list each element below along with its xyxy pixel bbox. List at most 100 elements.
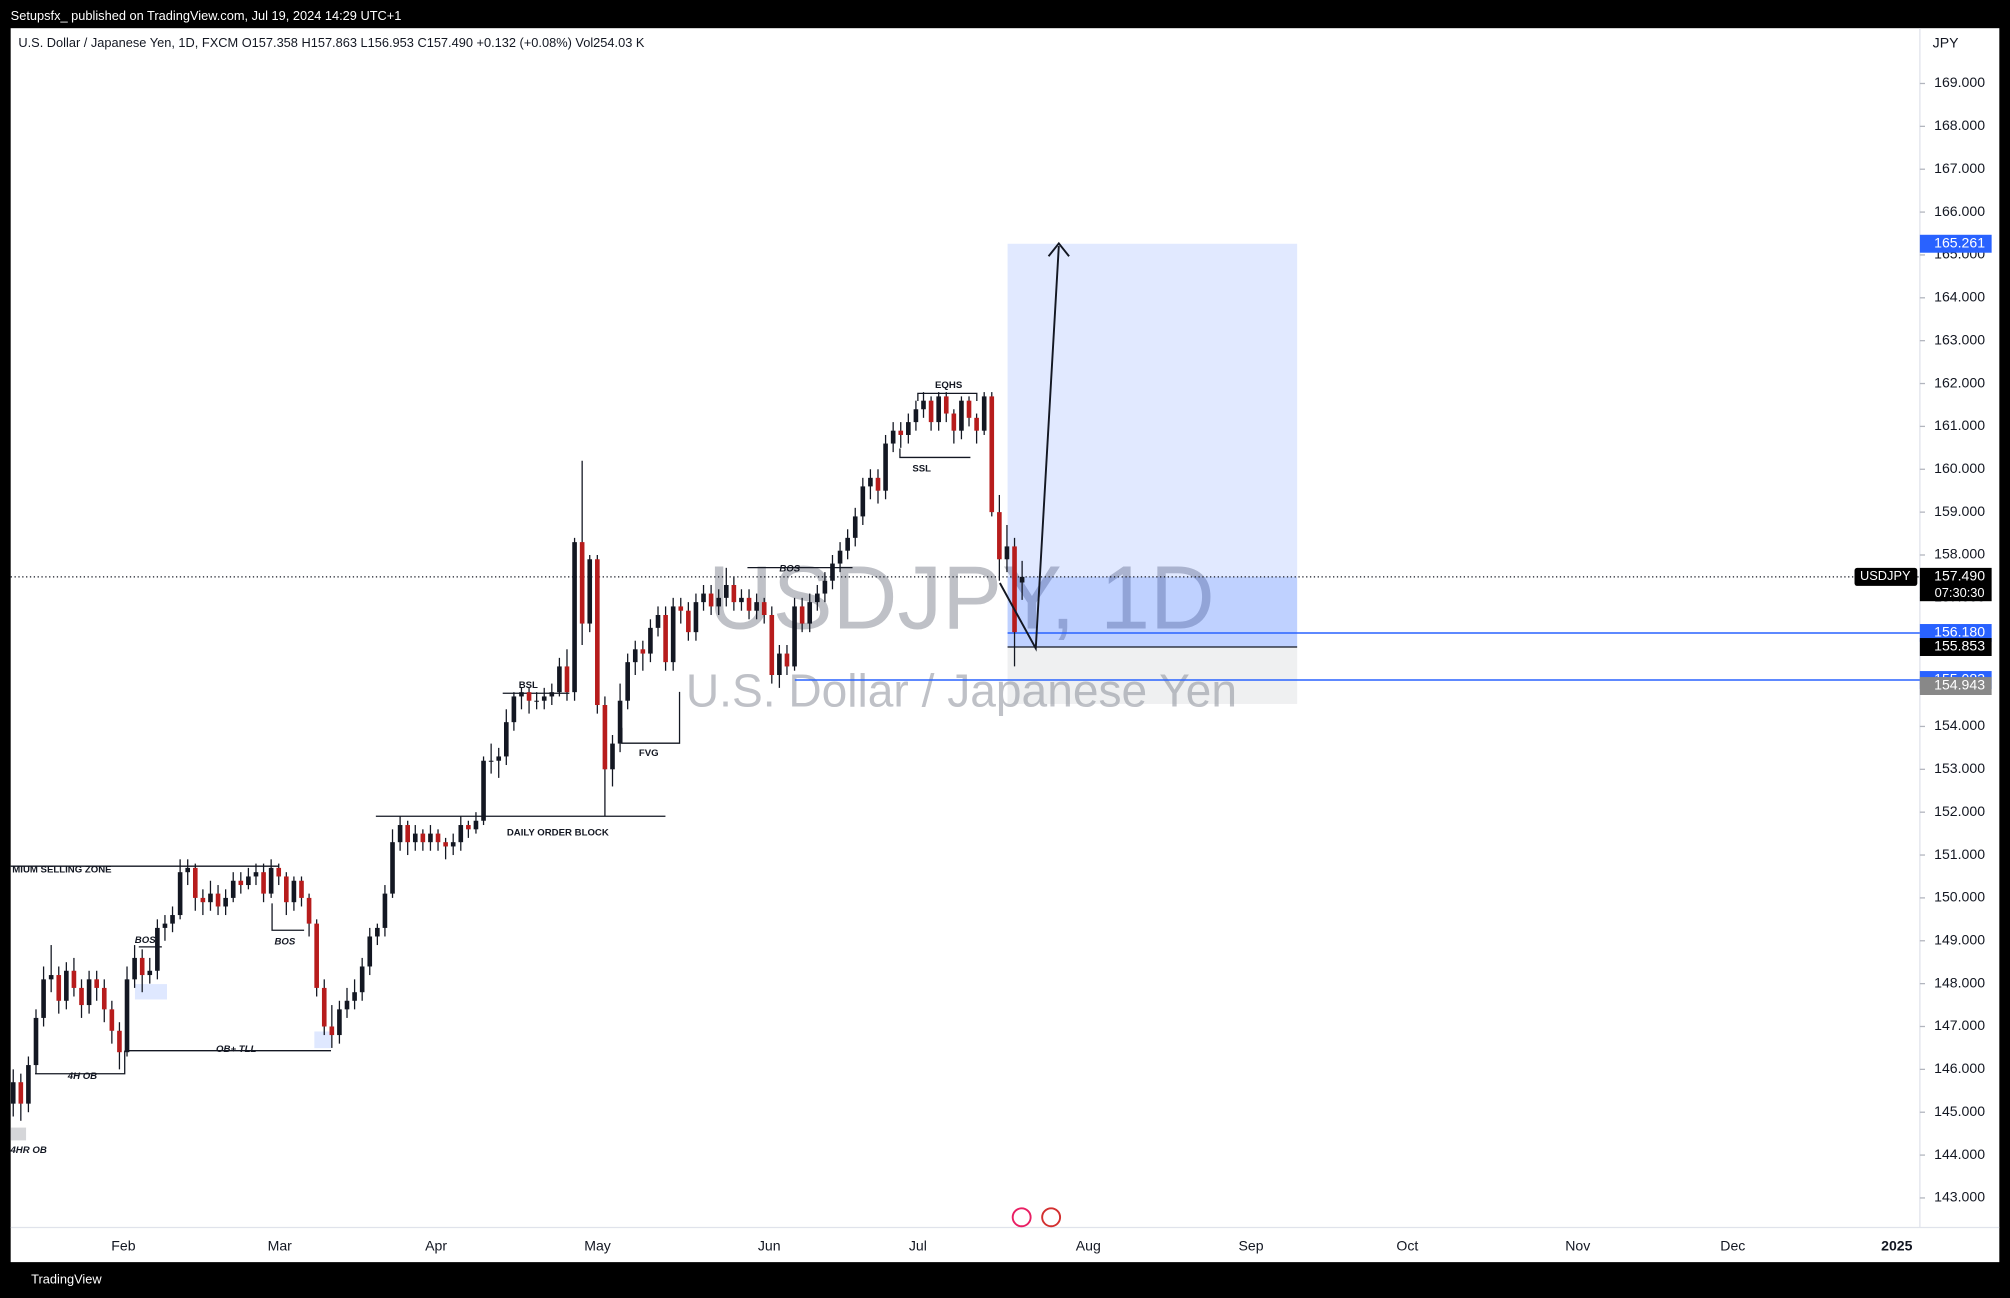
candle-body: [966, 400, 972, 418]
x-tick-label: Feb: [111, 1237, 135, 1253]
x-tick-label: Aug: [1076, 1237, 1101, 1253]
price-label: 155.853: [1934, 638, 1985, 654]
symbol-label: USDJPY: [1860, 568, 1911, 583]
x-tick-label: May: [584, 1237, 612, 1253]
candle-body: [875, 477, 881, 491]
candle-body: [997, 512, 1002, 560]
candle-body: [693, 602, 699, 633]
y-tick-label: 152.000: [1934, 803, 1985, 819]
y-tick-label: 154.000: [1934, 717, 1985, 733]
candle-body: [321, 987, 327, 1027]
candle-body: [496, 756, 502, 761]
candle-body: [101, 987, 107, 1010]
candle-body: [253, 872, 259, 877]
candle-body: [716, 597, 722, 607]
candle-body: [663, 614, 668, 663]
candle-body: [845, 537, 850, 551]
eqhs-line: [917, 392, 978, 402]
candle-body: [177, 872, 183, 916]
y-tick-label: 163.000: [1934, 331, 1985, 347]
candle-body: [344, 1000, 350, 1010]
candle-body: [124, 979, 130, 1053]
candle-body: [132, 957, 137, 980]
candle-body: [71, 970, 77, 988]
stop-zone: [1007, 647, 1298, 704]
annotation: MIUM SELLING ZONE: [12, 865, 112, 876]
x-tick-label: Jul: [909, 1237, 927, 1253]
candle-body: [792, 606, 797, 667]
candle-body: [291, 880, 297, 903]
candle-body: [185, 867, 191, 873]
candle-body: [921, 400, 926, 410]
price-label-box: [1919, 624, 1992, 642]
candle-body: [435, 833, 441, 843]
y-tick-label: 143.000: [1934, 1189, 1985, 1205]
candle-body: [443, 842, 448, 847]
candle-body: [625, 662, 630, 701]
candle-body: [139, 957, 145, 976]
candle-body: [1012, 546, 1017, 633]
candle-body: [617, 700, 623, 744]
candle-body: [959, 400, 964, 431]
candle-body: [655, 614, 661, 628]
annotation: 4H OB: [67, 1071, 97, 1082]
projection-arrow: [999, 241, 1070, 652]
candle-body: [799, 606, 805, 624]
price-label: 154.943: [1934, 677, 1985, 693]
candle-body: [746, 597, 752, 611]
candle-body: [686, 610, 691, 633]
candle-body: [18, 1082, 24, 1104]
y-tick-label: 149.000: [1934, 931, 1985, 947]
candle-body: [981, 396, 987, 431]
brand: TradingView: [31, 1271, 102, 1286]
candle-body: [367, 936, 373, 967]
price-label-box: [1919, 677, 1992, 695]
candle-body: [238, 880, 244, 886]
currency: JPY: [1933, 34, 1959, 50]
x-tick-label: Sep: [1238, 1237, 1263, 1253]
y-tick-label: 148.000: [1934, 974, 1985, 990]
candle-body: [670, 606, 676, 663]
candle-body: [989, 396, 995, 513]
y-tick-label: 158.000: [1934, 546, 1985, 562]
flag-icon[interactable]: [1041, 1207, 1062, 1228]
candle-body: [33, 1017, 39, 1066]
candle-body: [852, 516, 858, 538]
annotation: EQHS: [935, 380, 963, 391]
candle-body: [299, 880, 304, 898]
candle-body: [1019, 576, 1025, 583]
candle-body: [246, 876, 251, 886]
candle-body: [549, 692, 555, 697]
y-tick-label: 161.000: [1934, 417, 1985, 433]
candle-body: [428, 833, 433, 843]
candle-body: [898, 430, 904, 435]
open-profit-zone: [1007, 576, 1298, 648]
candle-body: [405, 825, 410, 843]
candle-body: [564, 666, 570, 693]
y-tick-label: 164.000: [1934, 289, 1985, 305]
candle-body: [837, 550, 843, 564]
event-icon[interactable]: [1011, 1207, 1032, 1228]
candle-body: [906, 422, 911, 435]
candle-body: [412, 833, 418, 843]
ob-zone: [10, 1127, 27, 1141]
candle-body: [215, 893, 221, 907]
legend: U.S. Dollar / Japanese Yen, 1D, FXCM O15…: [18, 35, 645, 50]
candle-body: [511, 696, 517, 723]
countdown: 07:30:30: [1935, 585, 1985, 600]
candle-body: [306, 897, 312, 924]
candle-body: [155, 927, 160, 971]
candle-body: [79, 987, 84, 1006]
candle-body: [913, 409, 919, 423]
candle-body: [56, 975, 62, 1001]
candle-body: [397, 825, 403, 843]
y-tick-label: 151.000: [1934, 846, 1985, 862]
candle-body: [1004, 546, 1010, 560]
y-tick-label: 167.000: [1934, 160, 1985, 176]
price-label-box: [1919, 234, 1992, 253]
candle-body: [41, 979, 46, 1018]
candle-body: [420, 833, 426, 843]
chart-pane: [10, 28, 2000, 1263]
price-label-box: [1919, 567, 1992, 602]
candle-body: [48, 975, 54, 980]
